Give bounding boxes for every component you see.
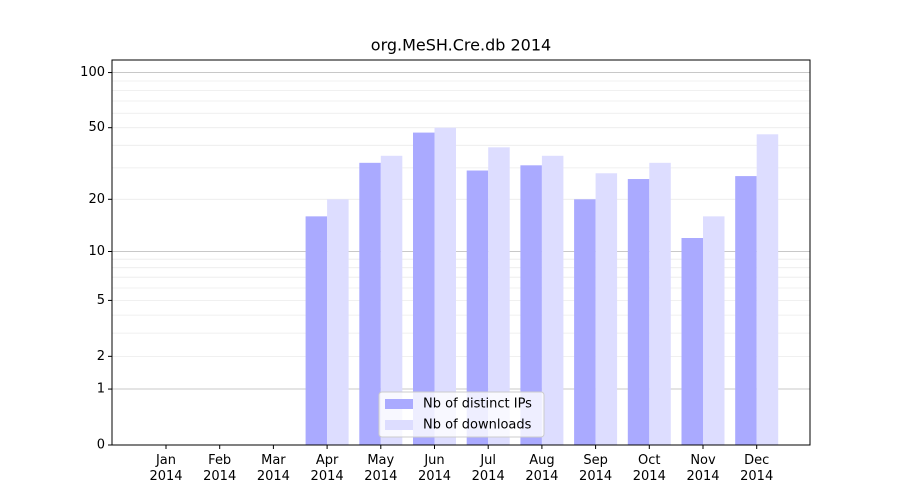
- x-tick-label: Jul 2014: [471, 453, 505, 484]
- bar: [703, 216, 725, 445]
- y-tick-label: 100: [80, 65, 105, 80]
- bar: [574, 199, 596, 445]
- x-tick-label: Feb 2014: [203, 453, 237, 484]
- bar: [434, 127, 456, 445]
- y-tick-label: 5: [97, 293, 105, 308]
- legend-swatch: [385, 399, 413, 409]
- y-tick-label: 10: [88, 244, 105, 259]
- bar: [541, 155, 564, 445]
- bar: [305, 216, 328, 445]
- y-tick-label: 2: [97, 349, 105, 364]
- bar: [735, 176, 757, 445]
- bar: [649, 162, 671, 445]
- x-tick-label: Apr 2014: [310, 453, 344, 484]
- legend-label: Nb of downloads: [423, 418, 532, 433]
- plot-frame: [111, 59, 811, 446]
- bar: [627, 179, 650, 446]
- bar: [327, 199, 349, 445]
- x-tick-label: Dec 2014: [740, 453, 774, 484]
- y-tick-label: 50: [88, 120, 105, 135]
- bar: [756, 134, 779, 445]
- legend-box: [378, 391, 545, 438]
- y-tick-label: 0: [97, 438, 105, 453]
- bar: [595, 173, 618, 445]
- x-tick-label: May 2014: [364, 453, 398, 484]
- x-tick-label: Sep 2014: [579, 453, 613, 484]
- bar: [681, 238, 703, 445]
- bar: [380, 155, 403, 445]
- legend-label: Nb of distinct IPs: [423, 397, 532, 412]
- legend-swatch: [385, 420, 413, 430]
- x-tick-label: Aug 2014: [525, 453, 559, 484]
- x-tick-label: Oct 2014: [632, 453, 666, 484]
- y-tick-label: 1: [97, 382, 105, 397]
- bar: [359, 162, 381, 445]
- x-tick-label: Jun 2014: [417, 453, 452, 484]
- y-tick-label: 20: [88, 192, 105, 207]
- x-tick-label: Jan 2014: [149, 453, 183, 484]
- x-tick-label: Nov 2014: [686, 453, 720, 484]
- bar: [413, 132, 435, 445]
- bar: [488, 147, 510, 445]
- bar: [520, 165, 542, 446]
- bar: [466, 170, 489, 445]
- x-tick-label: Mar 2014: [256, 453, 290, 484]
- chart-title: org.MeSH.Cre.db 2014: [371, 36, 551, 55]
